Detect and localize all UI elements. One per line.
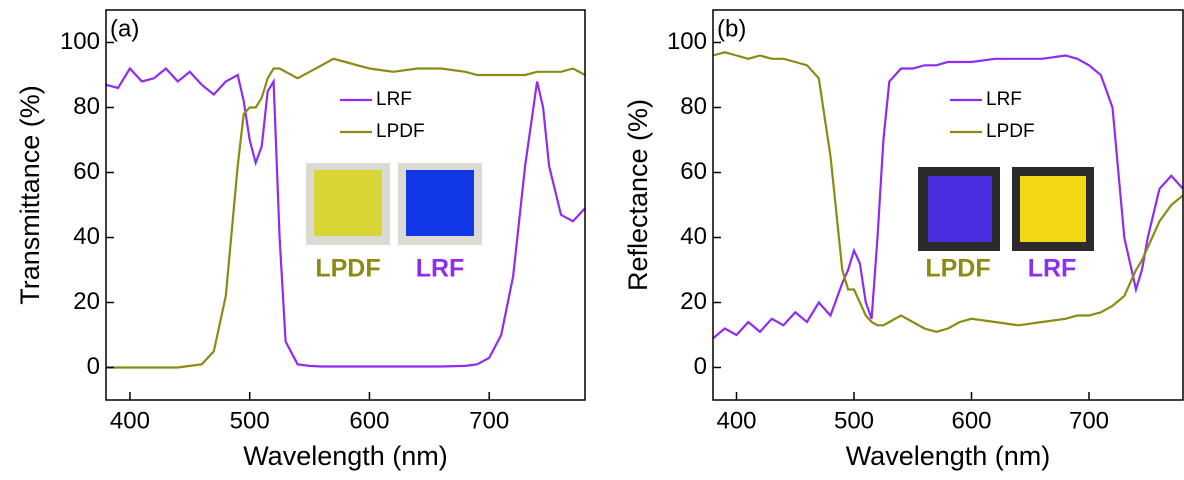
inset-photo [928, 176, 992, 242]
y-tick-label: 100 [667, 28, 707, 55]
series-line [712, 51, 1184, 333]
panel-label: (b) [717, 15, 746, 42]
y-tick-label: 60 [680, 158, 707, 185]
y-tick-label: 60 [73, 158, 100, 185]
x-tick-label: 400 [716, 407, 756, 434]
plot-frame [105, 9, 586, 401]
plot-frame [712, 9, 1184, 401]
inset-photo [314, 170, 382, 236]
series-line [106, 57, 586, 369]
x-axis-label: Wavelength (nm) [243, 441, 448, 471]
y-axis-label: Transmittance (%) [15, 85, 45, 305]
x-tick-label: 500 [834, 407, 874, 434]
legend-label: LRF [986, 89, 1022, 110]
y-tick-label: 80 [73, 93, 100, 120]
inset-photo [1020, 176, 1086, 242]
annotation: LRF [1028, 255, 1077, 283]
annotation: LPDF [925, 255, 990, 283]
series-line [105, 66, 586, 368]
y-tick-label: 20 [680, 288, 707, 315]
y-tick-label: 100 [60, 28, 100, 55]
legend-label: LRF [376, 89, 412, 110]
x-tick-label: 500 [230, 407, 270, 434]
panel-label: (a) [110, 15, 139, 42]
y-tick-label: 20 [73, 288, 100, 315]
legend-label: LPDF [376, 121, 425, 142]
x-tick-label: 600 [349, 407, 389, 434]
series-line [712, 54, 1184, 340]
x-tick-label: 700 [1069, 407, 1109, 434]
annotation: LRF [416, 255, 465, 283]
x-tick-label: 600 [951, 407, 991, 434]
y-tick-label: 80 [680, 93, 707, 120]
y-tick-label: 40 [73, 223, 100, 250]
x-axis-label: Wavelength (nm) [846, 441, 1051, 471]
x-tick-label: 400 [110, 407, 150, 434]
inset-photo [406, 170, 474, 236]
y-axis-label: Reflectance (%) [623, 99, 653, 291]
y-tick-label: 40 [680, 223, 707, 250]
y-tick-label: 0 [87, 353, 100, 380]
annotation: LPDF [315, 255, 380, 283]
x-tick-label: 700 [469, 407, 509, 434]
y-tick-label: 0 [694, 353, 707, 380]
legend-label: LPDF [986, 121, 1035, 142]
